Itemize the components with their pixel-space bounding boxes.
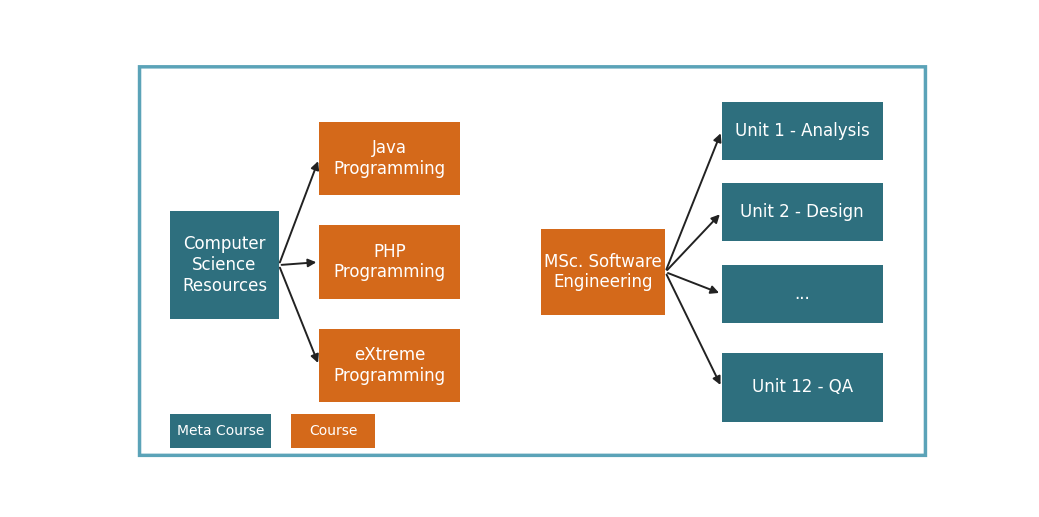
Text: Course: Course: [309, 424, 357, 438]
Text: Unit 12 - QA: Unit 12 - QA: [751, 378, 853, 397]
Text: Unit 2 - Design: Unit 2 - Design: [741, 203, 864, 221]
Text: MSc. Software
Engineering: MSc. Software Engineering: [544, 253, 662, 292]
Text: Computer
Science
Resources: Computer Science Resources: [182, 235, 267, 295]
Text: Unit 1 - Analysis: Unit 1 - Analysis: [735, 121, 870, 140]
FancyBboxPatch shape: [170, 211, 278, 319]
Text: Meta Course: Meta Course: [177, 424, 264, 438]
FancyBboxPatch shape: [291, 414, 375, 448]
Text: Java
Programming: Java Programming: [334, 139, 446, 178]
FancyBboxPatch shape: [722, 353, 883, 422]
FancyBboxPatch shape: [319, 329, 460, 402]
FancyBboxPatch shape: [722, 102, 883, 160]
FancyBboxPatch shape: [319, 121, 460, 195]
FancyBboxPatch shape: [722, 265, 883, 323]
FancyBboxPatch shape: [319, 225, 460, 299]
FancyBboxPatch shape: [540, 229, 665, 315]
Text: eXtreme
Programming: eXtreme Programming: [334, 346, 446, 385]
FancyBboxPatch shape: [170, 414, 271, 448]
Text: PHP
Programming: PHP Programming: [334, 242, 446, 281]
FancyBboxPatch shape: [139, 67, 926, 455]
FancyBboxPatch shape: [722, 184, 883, 241]
Text: ...: ...: [795, 285, 810, 303]
